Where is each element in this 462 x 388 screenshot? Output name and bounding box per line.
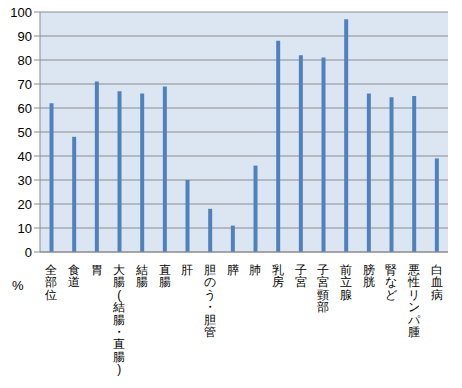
svg-text:30: 30	[18, 173, 32, 188]
svg-text:乳房: 乳房	[272, 263, 284, 289]
svg-text:直腸: 直腸	[159, 263, 171, 289]
svg-text:大腸(結腸・直腸): 大腸(結腸・直腸)	[112, 263, 125, 376]
svg-text:70: 70	[18, 77, 32, 92]
svg-text:子宮頸部: 子宮頸部	[317, 263, 329, 314]
svg-text:100: 100	[10, 8, 32, 20]
svg-text:0: 0	[25, 245, 32, 260]
svg-text:全部位: 全部位	[45, 263, 57, 302]
svg-text:前立腺: 前立腺	[340, 263, 352, 302]
svg-text:胆のう・胆管: 胆のう・胆管	[204, 263, 216, 339]
svg-text:90: 90	[18, 29, 32, 44]
svg-text:20: 20	[18, 197, 32, 212]
svg-text:食道: 食道	[68, 263, 80, 289]
svg-text:40: 40	[18, 149, 32, 164]
svg-text:肝: 肝	[181, 263, 193, 277]
svg-text:膀胱: 膀胱	[363, 263, 375, 289]
svg-text:悪性リンパ腫: 悪性リンパ腫	[407, 263, 421, 339]
svg-text:膵: 膵	[227, 263, 239, 277]
svg-text:腎など: 腎など	[385, 263, 397, 302]
svg-text:80: 80	[18, 53, 32, 68]
svg-text:白血病: 白血病	[431, 263, 443, 302]
svg-text:子宮: 子宮	[295, 263, 307, 289]
svg-text:10: 10	[18, 221, 32, 236]
svg-text:60: 60	[18, 101, 32, 116]
svg-text:結腸: 結腸	[135, 263, 148, 289]
svg-text:肺: 肺	[249, 263, 261, 277]
svg-text:胃: 胃	[91, 263, 103, 277]
svg-text:50: 50	[18, 125, 32, 140]
